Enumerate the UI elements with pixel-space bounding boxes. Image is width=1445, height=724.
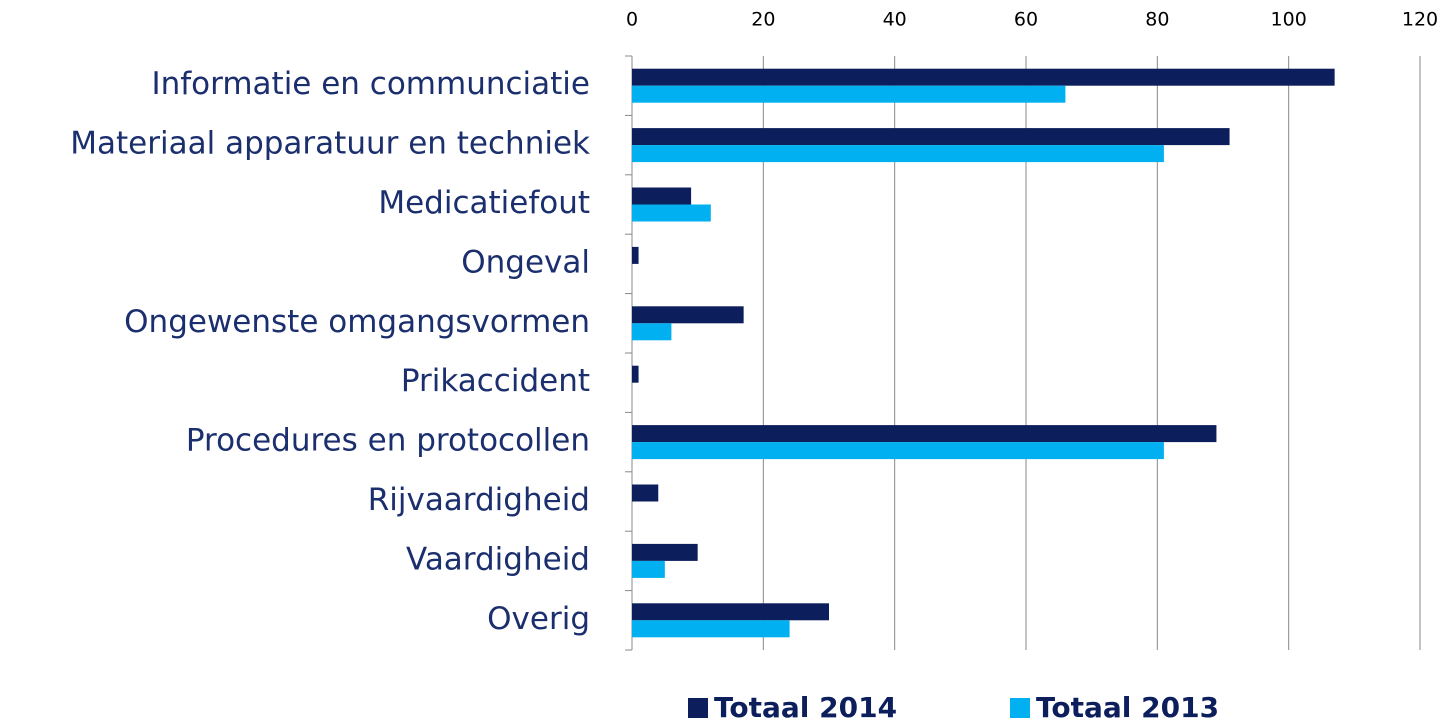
bar: [632, 366, 639, 383]
x-tick-label: 0: [626, 9, 638, 31]
bar: [632, 247, 639, 264]
legend-swatch: [688, 698, 708, 718]
category-label: Procedures en protocollen: [186, 423, 590, 459]
bar: [632, 323, 671, 340]
category-label: Vaardigheid: [406, 541, 590, 577]
bar: [632, 544, 698, 561]
bar: [632, 86, 1065, 103]
chart: 0 20 40 60 80 100 120 Informatie en communciati…: [0, 0, 1445, 724]
x-tick-label: 120: [1402, 9, 1438, 31]
category-label: Prikaccident: [401, 363, 590, 399]
x-tick-label: 40: [883, 9, 907, 31]
bar: [632, 69, 1335, 86]
legend-swatch: [1010, 698, 1030, 718]
bar: [632, 145, 1164, 162]
bar: [632, 561, 665, 578]
category-label: Materiaal apparatuur en techniek: [70, 126, 590, 162]
category-label: Rijvaardigheid: [368, 482, 590, 518]
bar: [632, 306, 744, 323]
legend-label: Totaal 2014: [714, 691, 897, 724]
bar: [632, 485, 658, 502]
x-tick-label: 80: [1145, 9, 1169, 31]
category-label: Ongewenste omgangsvormen: [124, 304, 590, 340]
x-tick-label: 100: [1271, 9, 1307, 31]
bar: [632, 425, 1216, 442]
category-label: Ongeval: [461, 244, 590, 280]
x-tick-label: 60: [1014, 9, 1038, 31]
bar: [632, 188, 691, 205]
category-label: Overig: [487, 601, 590, 637]
bar: [632, 128, 1230, 145]
bar: [632, 603, 829, 620]
bar: [632, 620, 790, 637]
category-label: Medicatiefout: [378, 185, 590, 221]
x-tick-label: 20: [751, 9, 775, 31]
bar: [632, 442, 1164, 459]
category-label: Informatie en communciatie: [151, 66, 590, 102]
bar: [632, 205, 711, 222]
legend-label: Totaal 2013: [1036, 691, 1219, 724]
